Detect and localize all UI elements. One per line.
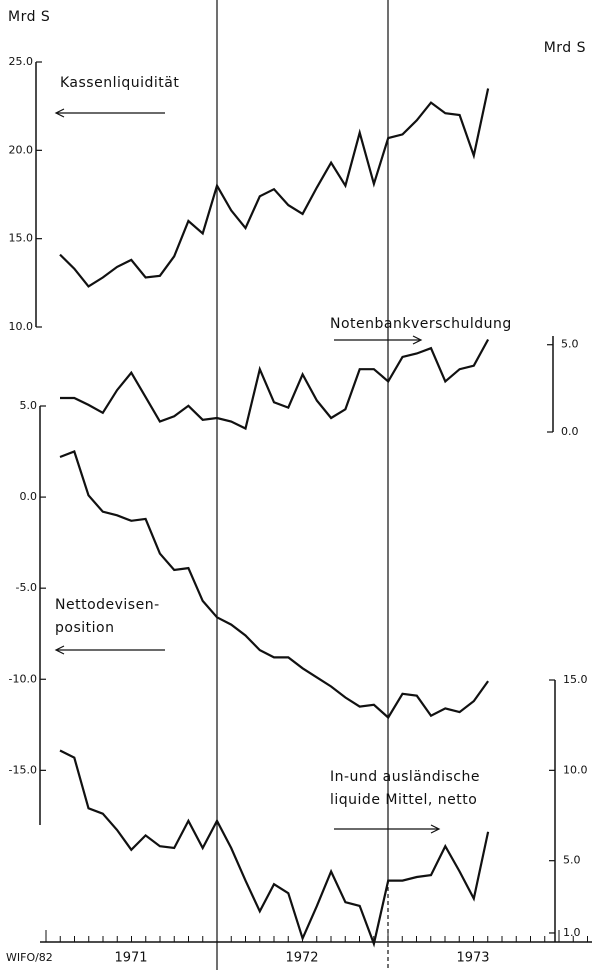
y-tick-label: 5.0	[563, 854, 581, 867]
unit-left: Mrd S	[8, 9, 50, 25]
series-line	[60, 338, 490, 431]
annotation: Nettodevisen-	[55, 597, 160, 613]
y-tick-label: -10.0	[9, 672, 37, 685]
y-tick-label: 15.0	[563, 673, 588, 686]
y-tick-label: 1.0	[563, 926, 581, 939]
y-tick-label: 0.0	[561, 425, 579, 438]
y-tick-label: 5.0	[561, 338, 579, 351]
y-tick-label: -5.0	[16, 581, 37, 594]
year-label: 1971	[114, 951, 147, 966]
arrow-head	[430, 824, 441, 834]
annotation: liquide Mittel, netto	[330, 792, 477, 808]
y-tick-label: 5.0	[20, 399, 38, 412]
arrow-head	[412, 335, 423, 345]
annotation: In-und ausländische	[330, 769, 480, 785]
annotation: Kassenliquidität	[60, 75, 179, 91]
annotation: Notenbankverschuldung	[330, 316, 512, 332]
annotation: position	[55, 620, 114, 636]
unit-right: Mrd S	[544, 40, 586, 56]
series-line	[59, 88, 490, 288]
y-tick-label: 10.0	[563, 763, 588, 776]
arrows	[54, 108, 441, 834]
y-tick-label: 10.0	[9, 320, 34, 333]
y-tick-label: -15.0	[9, 763, 37, 776]
series-line	[59, 450, 489, 720]
y-tick-label: 25.0	[9, 55, 34, 68]
source: WIFO/82	[6, 951, 53, 964]
series-line	[59, 749, 490, 948]
y-tick-label: 15.0	[9, 232, 34, 245]
year-label: 1972	[285, 951, 318, 966]
arrow-head	[54, 645, 65, 655]
y-tick-label: 0.0	[20, 490, 38, 503]
arrow-head	[54, 108, 65, 118]
y-tick-label: 20.0	[9, 143, 34, 156]
year-label: 1973	[456, 951, 489, 966]
